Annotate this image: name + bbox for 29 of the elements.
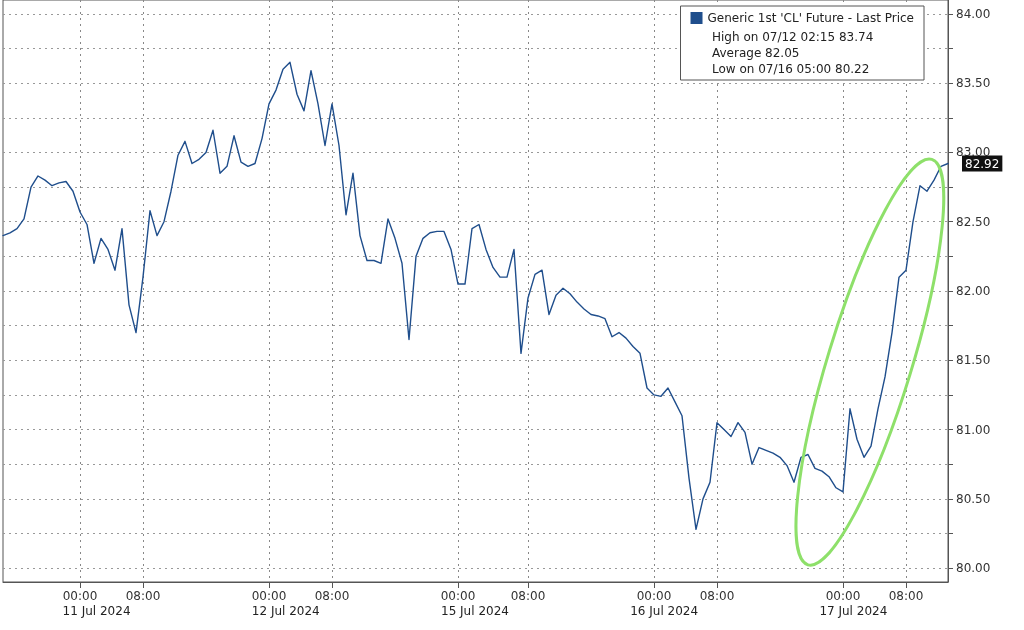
y-tick-label: 83.50 bbox=[956, 76, 991, 91]
text: 17 Jul 2024 bbox=[819, 604, 888, 618]
annotation: High on 07/12 02:15 83.74 bbox=[712, 29, 874, 44]
y-tick-label: 80.50 bbox=[956, 491, 991, 506]
text: 11 Jul 2024 bbox=[62, 604, 131, 618]
line-series bbox=[2, 61, 949, 531]
x-tick-label: 00:00 bbox=[251, 589, 287, 603]
y-tick-label: 82.50 bbox=[956, 214, 991, 229]
x-tick-label: 08:00 bbox=[125, 589, 161, 603]
x-tick-label: 00:00 bbox=[440, 589, 476, 603]
x-tick-label: 08:00 bbox=[888, 589, 924, 603]
y-tick-label: 81.00 bbox=[956, 422, 991, 437]
x-tick-label: 00:00 bbox=[825, 589, 861, 603]
legend-label: Generic 1st 'CL' Future - Last Price bbox=[707, 11, 915, 25]
data-label: 82.92 bbox=[965, 156, 1000, 171]
annotation: Average 82.05 bbox=[712, 45, 800, 60]
text: 15 Jul 2024 bbox=[441, 604, 509, 618]
y-tick-label: 81.50 bbox=[956, 353, 991, 368]
x-tick-label: 00:00 bbox=[62, 589, 98, 603]
annotation: Low on 07/16 05:00 80.22 bbox=[712, 61, 870, 76]
text: 16 Jul 2024 bbox=[630, 604, 699, 618]
y-tick-label: 80.00 bbox=[956, 561, 991, 576]
x-tick-label: 00:00 bbox=[636, 589, 672, 603]
y-tick-label: 84.00 bbox=[956, 6, 991, 21]
x-tick-label: 08:00 bbox=[699, 589, 735, 603]
x-tick-label: 08:00 bbox=[510, 589, 546, 603]
text: 12 Jul 2024 bbox=[251, 604, 320, 618]
y-tick-label: 82.00 bbox=[956, 284, 991, 298]
x-tick-label: 08:00 bbox=[314, 589, 350, 603]
